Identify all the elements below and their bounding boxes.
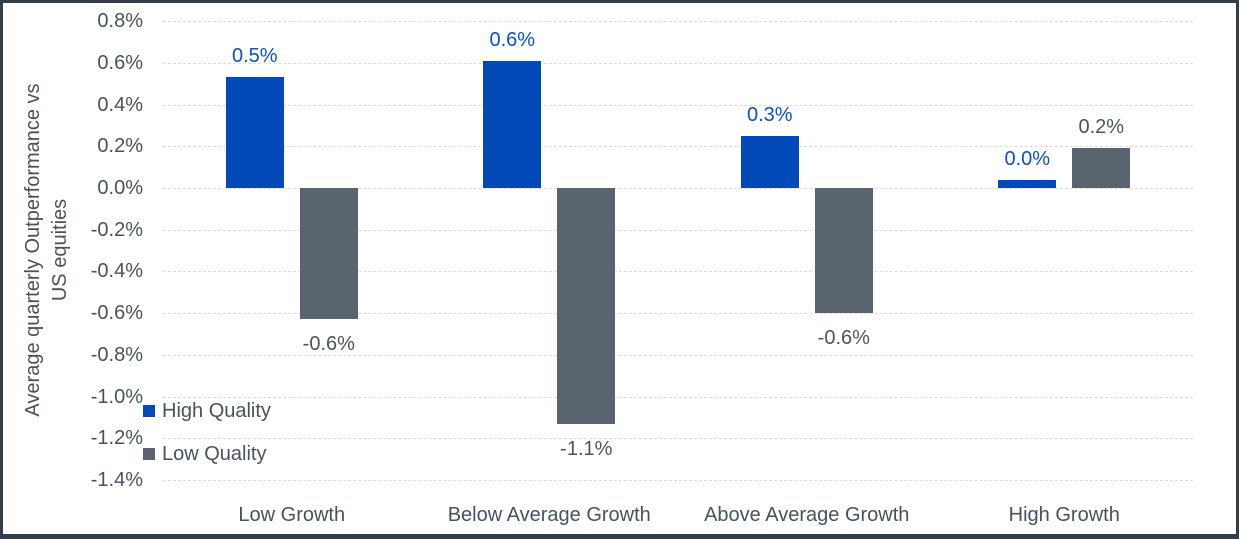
data-label: -1.1% xyxy=(560,437,613,460)
y-tick-label: -1.2% xyxy=(90,427,143,450)
bar-high-quality xyxy=(998,179,1057,188)
bar-high-quality xyxy=(483,60,542,188)
y-tick-label: -0.2% xyxy=(90,218,143,241)
y-tick-label: -0.4% xyxy=(90,260,143,283)
bar-high-quality xyxy=(225,77,284,188)
data-label: -0.6% xyxy=(302,333,355,356)
legend-label-high-quality: High Quality xyxy=(162,400,271,422)
x-category-label: Below Average Growth xyxy=(447,504,651,526)
legend-entry-high-quality: High Quality xyxy=(143,399,271,423)
data-label: 0.6% xyxy=(489,28,536,51)
gridline xyxy=(163,354,1193,356)
bar-low-quality xyxy=(557,187,616,424)
gridline xyxy=(163,146,1193,148)
legend-swatch xyxy=(143,405,155,417)
y-axis-title-line1: Average quarterly Outperformance vs xyxy=(22,83,44,417)
x-category-label: Low Growth xyxy=(238,504,346,526)
data-label: 0.0% xyxy=(1004,147,1051,170)
data-label: 0.2% xyxy=(1078,116,1125,139)
gridline xyxy=(163,62,1193,64)
gridline xyxy=(163,271,1193,273)
legend-entry-low-quality: Low Quality xyxy=(143,442,267,466)
y-tick-label: -0.6% xyxy=(90,302,143,325)
legend-label-low-quality: Low Quality xyxy=(162,443,267,465)
x-category-label: High Growth xyxy=(1008,504,1120,526)
gridline xyxy=(163,21,1193,22)
gridline xyxy=(163,396,1193,398)
y-tick-label: -1.0% xyxy=(90,385,143,408)
gridline xyxy=(163,313,1193,315)
y-tick-label: -1.4% xyxy=(90,469,143,491)
y-axis-title: Average quarterly Outperformance vs US e… xyxy=(20,20,74,480)
bar-high-quality xyxy=(740,135,799,188)
y-tick-label: -0.8% xyxy=(90,343,143,366)
bar-low-quality xyxy=(814,187,873,314)
gridline xyxy=(163,187,1193,189)
y-tick-label: 0.0% xyxy=(97,176,143,199)
legend-swatch xyxy=(143,448,155,460)
data-label: -0.6% xyxy=(817,327,870,350)
y-tick-label: 0.6% xyxy=(97,51,143,74)
gridline xyxy=(163,104,1193,106)
y-tick-label: 0.4% xyxy=(97,93,143,116)
x-category-label: Above Average Growth xyxy=(704,504,910,526)
y-axis-title-line2: US equities xyxy=(49,198,71,302)
data-label: 0.3% xyxy=(747,103,793,126)
y-tick-label: 0.2% xyxy=(97,135,143,158)
data-label: 0.5% xyxy=(232,45,278,68)
gridline xyxy=(163,480,1193,481)
gridline xyxy=(163,438,1193,440)
gridline xyxy=(163,229,1193,231)
bar-low-quality xyxy=(1072,148,1131,188)
bar-low-quality xyxy=(299,187,358,320)
y-tick-label: 0.8% xyxy=(97,10,143,32)
